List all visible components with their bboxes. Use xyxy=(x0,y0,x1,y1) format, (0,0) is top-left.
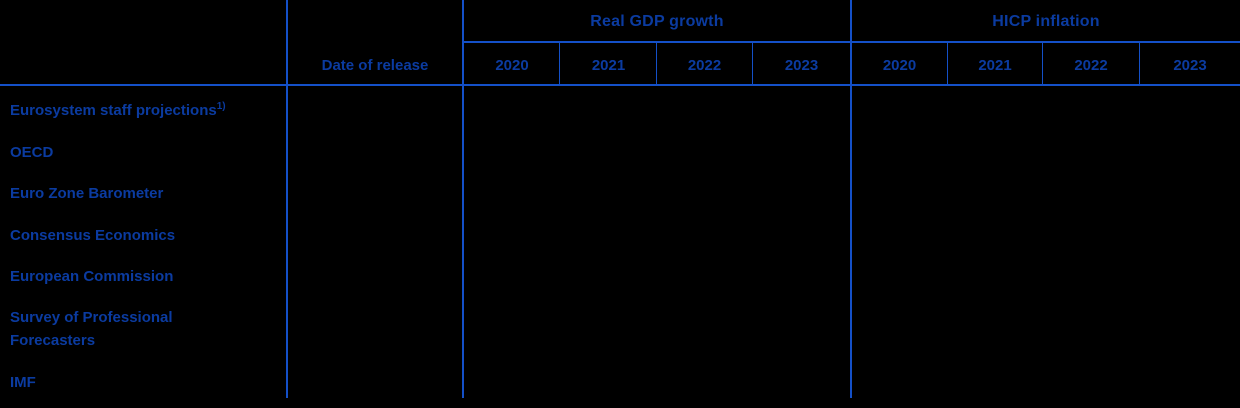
gdp-year-divider-3 xyxy=(752,41,753,86)
divider-gdp-hicp xyxy=(850,0,852,398)
hicp-year-divider-2 xyxy=(1042,41,1043,86)
gdp-year-2020: 2020 xyxy=(495,57,529,74)
gdp-year-2022: 2022 xyxy=(687,57,722,74)
hicp-year-2021: 2021 xyxy=(978,57,1012,74)
row-label-euro-zone-barometer: Euro Zone Barometer xyxy=(10,185,164,202)
row-label-european-commission: European Commission xyxy=(10,268,174,285)
row-label-oecd: OECD xyxy=(10,144,54,161)
rule-under-group-headers xyxy=(462,41,1240,43)
rule-under-column-headers xyxy=(0,84,1240,86)
group-header-hicp-inflation: HICP inflation xyxy=(992,13,1100,30)
hicp-year-divider-1 xyxy=(947,41,948,86)
row-label-survey-of-professional-forecasters: Survey of Professional Forecasters xyxy=(10,309,173,349)
gdp-year-2021: 2021 xyxy=(591,57,626,74)
hicp-year-2023: 2023 xyxy=(1173,57,1207,74)
gdp-year-divider-1 xyxy=(559,41,560,86)
row-label-consensus-economics: Consensus Economics xyxy=(10,227,176,244)
hicp-year-divider-3 xyxy=(1139,41,1140,86)
footnote-superscript: 1) xyxy=(216,101,226,112)
column-header-date-of-release: Date of release xyxy=(321,57,429,74)
hicp-year-2022: 2022 xyxy=(1074,57,1108,74)
hicp-year-2020: 2020 xyxy=(882,57,917,74)
gdp-year-divider-2 xyxy=(656,41,657,86)
group-header-real-gdp-growth: Real GDP growth xyxy=(590,13,724,30)
row-label-imf: IMF xyxy=(10,374,36,391)
row-label-text: Eurosystem staff projections xyxy=(10,102,217,119)
gdp-year-2023: 2023 xyxy=(784,57,819,74)
row-label-eurosystem-staff-projections: Eurosystem staff projections1) xyxy=(10,99,260,122)
divider-labels-date xyxy=(286,0,288,398)
divider-date-gdp xyxy=(462,0,464,398)
